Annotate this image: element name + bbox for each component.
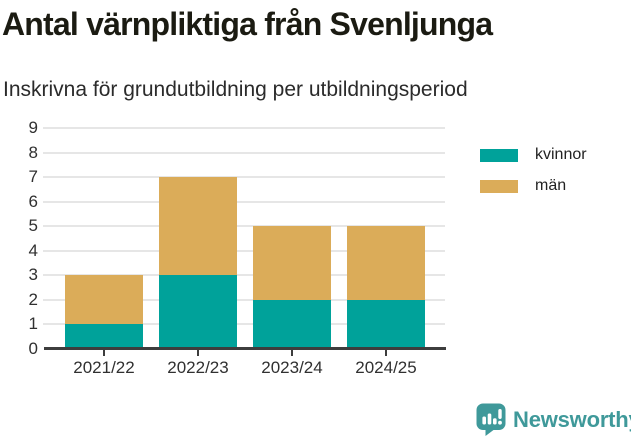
branding: Newsworthy [476,403,631,436]
x-tick-mark-2021/22 [103,350,105,356]
bar-segment-kvinnor-2021/22 [65,324,143,349]
legend-label-kvinnor: kvinnor [535,146,587,163]
gridline-y-5 [43,225,445,228]
x-tick-label-2023/24: 2023/24 [261,358,323,377]
x-tick-mark-2022/23 [197,350,199,356]
chart-title: Antal värnpliktiga från Svenljunga [2,6,493,42]
gridline-y-4 [43,249,445,252]
bar-segment-män-2021/22 [65,275,143,325]
y-tick-label-3: 3 [28,265,38,285]
y-tick-label-7: 7 [28,167,38,187]
bar-2024/25 [347,226,425,349]
legend: kvinnor män [480,146,587,208]
gridline-y-8 [43,151,445,154]
bar-segment-män-2023/24 [253,226,331,300]
y-tick-label-6: 6 [28,191,38,211]
bar-2023/24 [253,226,331,349]
gridline-y-9 [43,127,445,129]
legend-swatch-män [480,179,518,193]
bar-segment-kvinnor-2024/25 [347,299,425,349]
gridline-y-3 [43,274,445,277]
bar-segment-kvinnor-2022/23 [159,275,237,349]
y-tick-label-4: 4 [28,240,38,260]
x-tick-label-2022/23: 2022/23 [167,358,229,377]
x-tick-mark-2024/25 [385,350,387,356]
y-tick-label-8: 8 [28,142,38,162]
gridline-y-1 [43,323,445,326]
gridline-y-7 [43,176,445,179]
bar-segment-män-2024/25 [347,226,425,300]
legend-swatch-kvinnor [480,148,518,162]
bar-segment-män-2022/23 [159,177,237,276]
gridline-y-2 [43,298,445,301]
x-tick-label-2024/25: 2024/25 [355,358,417,377]
plot-area [43,127,445,349]
x-axis-line [44,347,446,350]
x-tick-label-2021/22: 2021/22 [73,358,135,377]
y-tick-label-0: 0 [28,339,38,358]
bar-2022/23 [159,177,237,349]
gridline-y-6 [43,200,445,203]
legend-label-män: män [535,177,567,194]
y-tick-label-9: 9 [28,118,38,137]
legend-item-kvinnor: kvinnor [480,146,587,164]
chart-subtitle: Inskrivna för grundutbildning per utbild… [3,78,468,101]
bar-segment-kvinnor-2023/24 [253,299,331,349]
newsworthy-logo-icon [476,403,506,436]
y-tick-label-2: 2 [28,289,38,309]
bar-2021/22 [65,275,143,349]
y-tick-label-5: 5 [28,216,38,236]
newsworthy-wordmark: Newsworthy [513,407,631,432]
legend-item-män: män [480,177,587,195]
y-tick-label-1: 1 [28,314,38,334]
x-tick-mark-2023/24 [291,350,293,356]
